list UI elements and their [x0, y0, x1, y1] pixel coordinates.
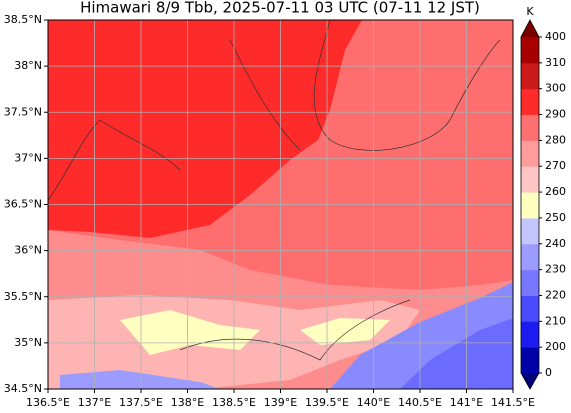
- colorbar-tick-label: 240: [545, 237, 566, 250]
- colorbar-band: [521, 140, 539, 167]
- x-tick-label: 141.5°E: [491, 396, 535, 409]
- field-cold: [60, 370, 220, 389]
- colorbar-band: [521, 62, 539, 90]
- colorbar-tick-label: 310: [545, 56, 566, 69]
- colorbar-band: [521, 37, 539, 64]
- y-tick-label: 38.5°N: [4, 13, 42, 26]
- x-tick-label: 138°E: [171, 396, 204, 409]
- y-tick-label: 38°N: [14, 59, 42, 72]
- colorbar-band: [521, 295, 539, 322]
- y-tick-label: 34.5°N: [4, 382, 42, 395]
- map-frame: [47, 19, 514, 390]
- colorbar-band: [521, 269, 539, 296]
- colorbar-band: [521, 192, 539, 219]
- field-cloud: [300, 318, 390, 345]
- colorbar-tick-label: 210: [545, 314, 566, 327]
- x-tick-label: 136.5°E: [26, 396, 70, 409]
- colorbar-tick-label: 270: [545, 159, 566, 172]
- y-tick-label: 35.5°N: [4, 290, 42, 303]
- x-tick-label: 140°E: [357, 396, 390, 409]
- colorbar-tick-label: 260: [545, 185, 566, 198]
- y-tick-label: 37.5°N: [4, 105, 42, 118]
- colorbar-band: [521, 321, 539, 348]
- x-tick-label: 139°E: [264, 396, 297, 409]
- y-tick-label: 36°N: [14, 244, 42, 257]
- colorbar-band: [521, 114, 539, 141]
- field-cold: [400, 318, 513, 389]
- y-tick-label: 35°N: [14, 336, 42, 349]
- x-tick-label: 141°E: [450, 396, 483, 409]
- x-tick-label: 137°E: [78, 396, 111, 409]
- colorbar-tick-label: 400: [545, 30, 566, 43]
- colorbar-band: [521, 88, 539, 116]
- y-tick-label: 36.5°N: [4, 198, 42, 211]
- x-tick-label: 139.5°E: [305, 396, 349, 409]
- field-warm: [48, 20, 362, 238]
- colorbar-tick-label: 300: [545, 82, 566, 95]
- x-tick-label: 140.5°E: [398, 396, 442, 409]
- colorbar-tick-label: 290: [545, 108, 566, 121]
- colorbar-band: [521, 217, 539, 245]
- colorbar-band: [521, 347, 539, 374]
- colorbar-band: [521, 243, 539, 271]
- x-tick-label: 137.5°E: [119, 396, 163, 409]
- colorbar-tick-label: 200: [545, 340, 566, 353]
- field-cloud: [120, 310, 260, 355]
- colorbar-tick-label: 220: [545, 288, 566, 301]
- colorbar-band: [521, 166, 539, 193]
- colorbar-tick-label: 250: [545, 211, 566, 224]
- colorbar-under: [521, 373, 539, 389]
- map-title: Himawari 8/9 Tbb, 2025-07-11 03 UTC (07-…: [80, 0, 480, 17]
- y-tick-label: 37°N: [14, 151, 42, 164]
- colorbar-tick-label: 0: [545, 366, 552, 379]
- colorbar-over: [521, 20, 539, 37]
- colorbar-tick-label: 230: [545, 263, 566, 276]
- coastline: [48, 20, 501, 361]
- colorbar-tick-label: 280: [545, 133, 566, 146]
- x-tick-label: 138.5°E: [212, 396, 256, 409]
- colorbar-unit: K: [526, 5, 534, 18]
